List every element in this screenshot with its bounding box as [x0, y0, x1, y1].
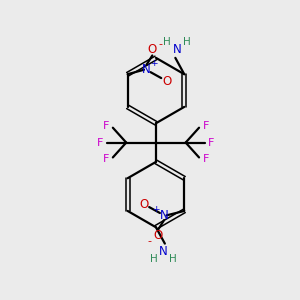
- Text: H: H: [169, 254, 177, 264]
- Text: F: F: [202, 154, 209, 164]
- Text: +: +: [150, 59, 157, 68]
- Text: N: N: [172, 43, 181, 56]
- Text: N: N: [159, 245, 168, 258]
- Text: N: N: [142, 63, 151, 76]
- Text: F: F: [202, 122, 209, 131]
- Text: F: F: [103, 122, 110, 131]
- Text: -: -: [159, 39, 163, 49]
- Text: -: -: [148, 236, 152, 246]
- Text: H: H: [163, 38, 171, 47]
- Text: F: F: [103, 154, 110, 164]
- Text: O: O: [148, 43, 157, 56]
- Text: F: F: [208, 138, 215, 148]
- Text: H: H: [183, 38, 190, 47]
- Text: +: +: [152, 205, 160, 214]
- Text: O: O: [139, 198, 148, 211]
- Text: O: O: [154, 229, 163, 242]
- Text: N: N: [160, 209, 168, 222]
- Text: H: H: [150, 254, 158, 264]
- Text: F: F: [97, 138, 103, 148]
- Text: O: O: [162, 74, 171, 88]
